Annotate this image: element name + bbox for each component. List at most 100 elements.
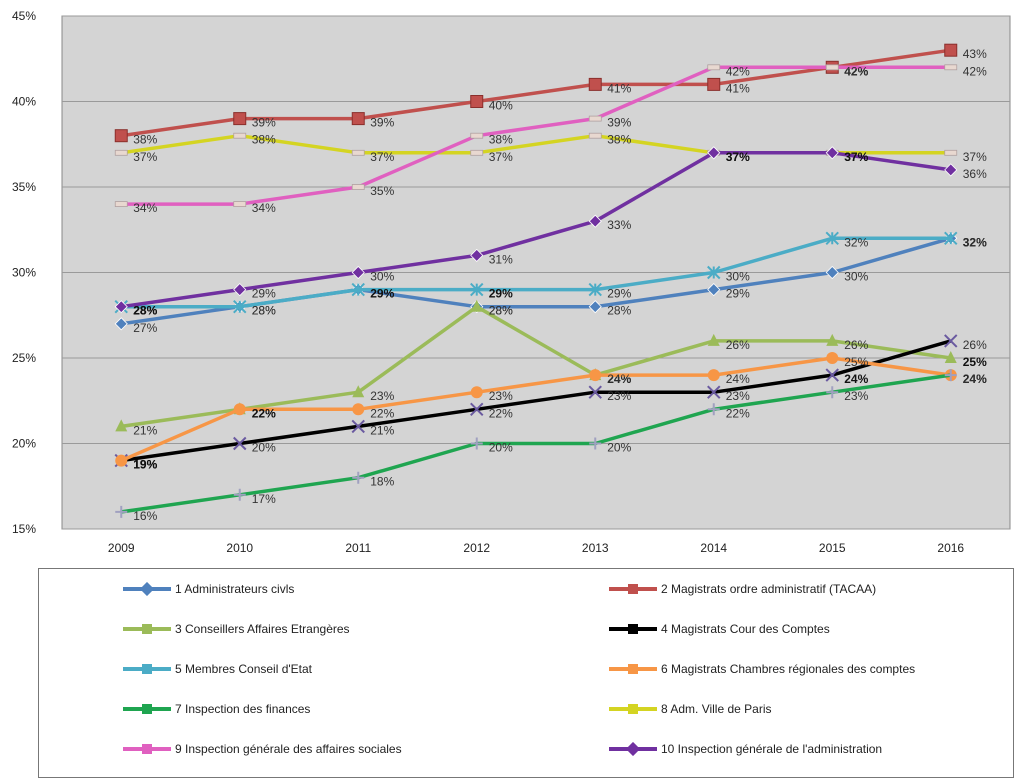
data-label: 28% bbox=[607, 304, 631, 318]
legend-marker bbox=[142, 704, 152, 714]
data-label: 41% bbox=[726, 81, 750, 95]
y-tick-label: 40% bbox=[12, 95, 36, 109]
legend-swatch bbox=[609, 704, 657, 714]
data-label: 24% bbox=[726, 372, 750, 386]
data-point bbox=[470, 299, 483, 312]
data-point bbox=[115, 454, 128, 467]
legend-marker bbox=[139, 582, 155, 596]
legend-label: 4 Magistrats Cour des Comptes bbox=[661, 622, 830, 636]
data-point bbox=[470, 95, 484, 108]
series-5: 28% 28% 29% 29% 29% 30% 32% 32% bbox=[114, 231, 987, 318]
data-label: 18% bbox=[370, 475, 394, 489]
series-line bbox=[121, 304, 951, 429]
data-label: 22% bbox=[726, 406, 750, 420]
legend-swatch bbox=[123, 704, 171, 714]
data-label: 37% bbox=[133, 150, 157, 164]
legend-label: 9 Inspection générale des affaires socia… bbox=[175, 742, 402, 756]
chart-area: 15% 20% 25% 30% 35% 40% 45% 2009 2010 2011 2012 201… bbox=[12, 9, 1011, 555]
data-label: 28% bbox=[489, 304, 513, 318]
data-point bbox=[825, 265, 839, 280]
data-point bbox=[115, 419, 128, 432]
data-point bbox=[351, 112, 365, 126]
data-label: 31% bbox=[489, 252, 513, 266]
data-label: 37% bbox=[963, 150, 987, 164]
data-point bbox=[588, 300, 602, 314]
data-label: 21% bbox=[133, 423, 157, 437]
data-label: 29% bbox=[607, 287, 631, 301]
data-label: 26% bbox=[963, 338, 987, 352]
data-label: 26% bbox=[726, 338, 750, 352]
data-point bbox=[470, 248, 484, 262]
data-label: 19% bbox=[133, 458, 157, 472]
data-label: 17% bbox=[252, 492, 276, 506]
data-label: 28% bbox=[133, 304, 157, 318]
x-tick-label: 2013 bbox=[582, 541, 609, 555]
data-label: 34% bbox=[252, 201, 276, 215]
data-label: 26% bbox=[844, 338, 868, 352]
data-label: 28% bbox=[133, 304, 157, 318]
data-point bbox=[707, 283, 721, 297]
legend-item: 9 Inspection générale des affaires socia… bbox=[121, 740, 402, 758]
data-label: 20% bbox=[607, 441, 631, 455]
data-point bbox=[114, 300, 128, 314]
legend-item: 7 Inspection des finances bbox=[121, 700, 310, 718]
data-label: 29% bbox=[726, 287, 750, 301]
legend-label: 5 Membres Conseil d'Etat bbox=[175, 662, 313, 676]
legend-swatch bbox=[609, 584, 657, 594]
data-label: 37% bbox=[489, 150, 513, 164]
data-label: 32% bbox=[963, 235, 987, 249]
data-label: 30% bbox=[370, 270, 394, 284]
y-tick-label: 15% bbox=[12, 522, 36, 536]
data-point bbox=[589, 369, 602, 382]
data-label: 38% bbox=[607, 133, 631, 147]
series-line bbox=[121, 339, 952, 463]
data-label: 22% bbox=[370, 406, 394, 420]
data-point bbox=[826, 386, 839, 399]
data-point bbox=[944, 149, 958, 156]
data-point bbox=[825, 64, 839, 71]
legend-item: 5 Membres Conseil d'Etat bbox=[121, 660, 312, 678]
x-tick-label: 2016 bbox=[937, 541, 964, 555]
data-point bbox=[233, 488, 246, 501]
data-point bbox=[470, 437, 483, 450]
x-tick-label: 2011 bbox=[345, 541, 371, 555]
legend-label: 10 Inspection générale de l'administrati… bbox=[661, 742, 883, 756]
data-point bbox=[114, 317, 128, 331]
legend-swatch bbox=[123, 744, 171, 754]
data-label: 32% bbox=[844, 235, 868, 249]
data-label: 20% bbox=[489, 441, 513, 455]
data-label: 43% bbox=[963, 47, 987, 61]
data-point bbox=[944, 163, 958, 177]
data-label: 16% bbox=[133, 509, 157, 523]
data-label: 25% bbox=[963, 355, 987, 369]
data-point bbox=[351, 265, 365, 280]
legend-marker bbox=[625, 742, 641, 756]
data-label: 28% bbox=[252, 304, 276, 318]
series-4: 19% 20% 21% 22% 23% 23% 24% 26% bbox=[114, 334, 987, 472]
data-point bbox=[707, 333, 720, 346]
series-line bbox=[121, 373, 951, 514]
data-label: 41% bbox=[607, 81, 631, 95]
legend: 1 Administrateurs civls 2 Magistrats ordr… bbox=[38, 568, 1014, 778]
data-point bbox=[470, 402, 484, 417]
legend-swatch bbox=[609, 664, 657, 674]
data-point bbox=[588, 132, 602, 139]
data-point bbox=[470, 282, 484, 297]
data-label: 37% bbox=[844, 150, 868, 164]
data-label: 27% bbox=[133, 321, 157, 335]
data-point bbox=[351, 419, 365, 434]
data-point bbox=[470, 132, 484, 139]
data-label: 29% bbox=[252, 287, 276, 301]
data-point bbox=[233, 201, 247, 208]
legend-marker bbox=[628, 704, 638, 714]
data-point bbox=[114, 129, 128, 143]
legend-label: 3 Conseillers Affaires Etrangères bbox=[175, 622, 350, 636]
legend-marker bbox=[142, 624, 152, 634]
data-label: 39% bbox=[607, 116, 631, 130]
legend-swatch bbox=[609, 624, 657, 634]
data-point bbox=[707, 403, 720, 416]
data-point bbox=[114, 201, 128, 208]
data-label: 24% bbox=[963, 372, 987, 386]
legend-label: 8 Adm. Ville de Paris bbox=[661, 702, 772, 716]
data-label: 32% bbox=[963, 235, 987, 249]
